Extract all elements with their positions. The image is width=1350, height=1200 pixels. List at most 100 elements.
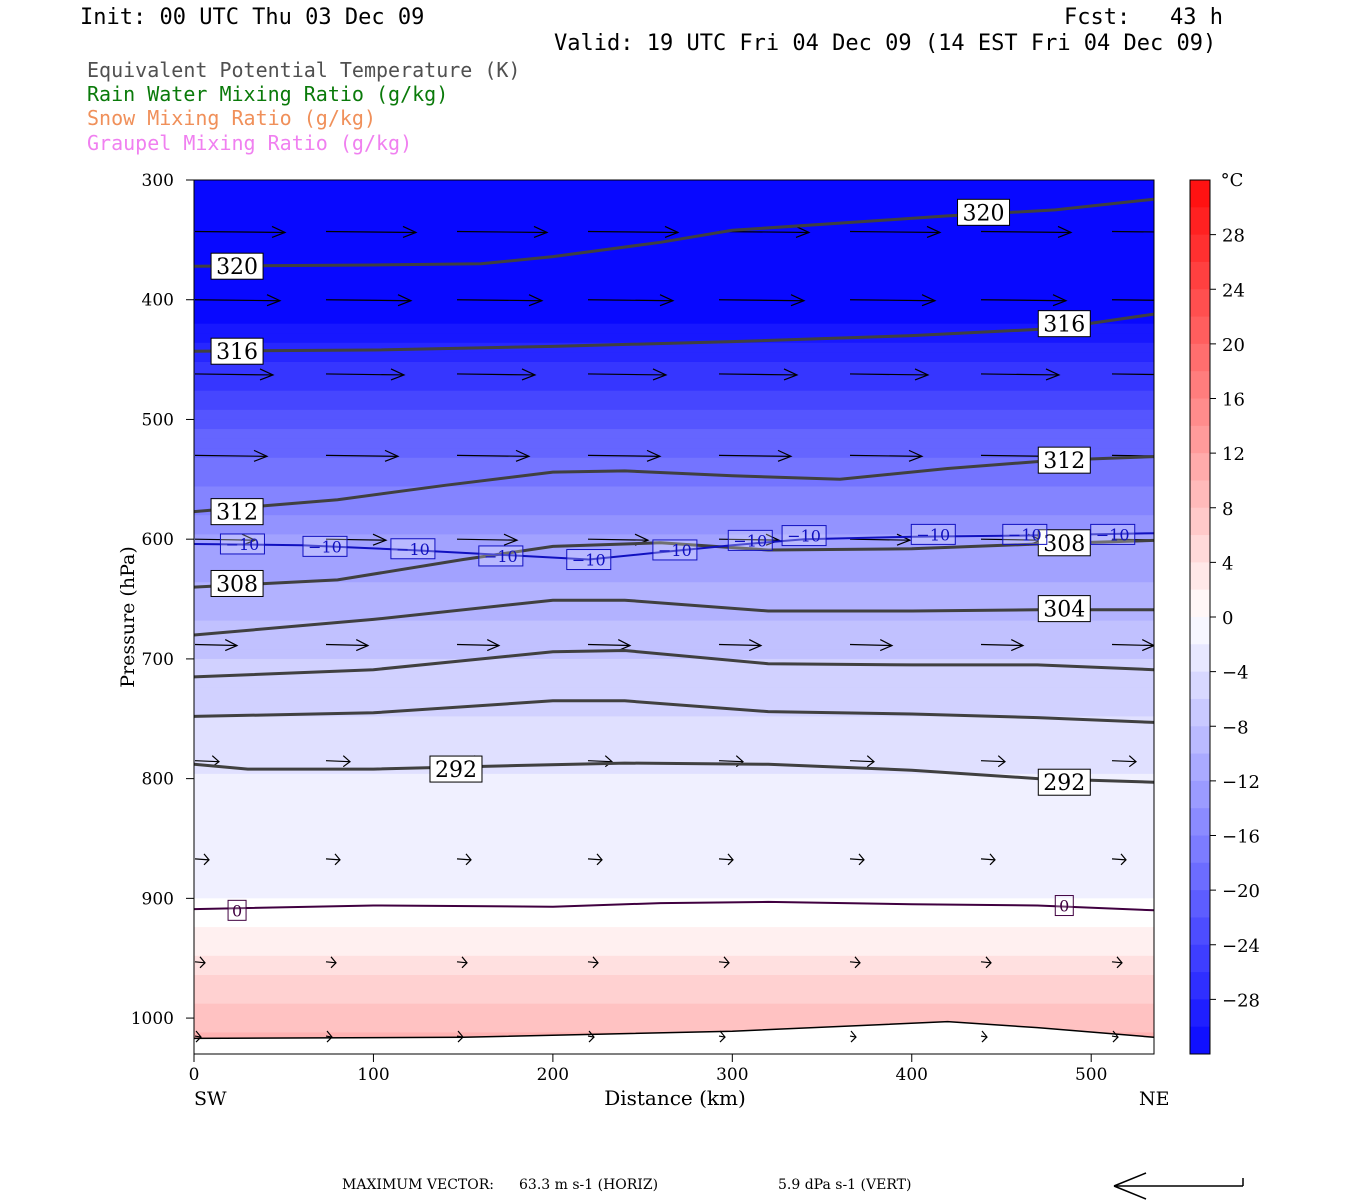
colorbar-tick-label: 24 bbox=[1222, 280, 1245, 301]
isotherm-label: −10 bbox=[226, 535, 260, 554]
x-axis-label: Distance (km) bbox=[604, 1086, 746, 1110]
temperature-band bbox=[194, 946, 1154, 957]
wind-vector-head bbox=[397, 294, 413, 307]
wind-vector-head bbox=[646, 449, 662, 462]
wind-vector-head bbox=[652, 368, 668, 381]
temperature-band bbox=[194, 323, 1154, 335]
temperature-band bbox=[194, 658, 1154, 670]
wind-vector-head bbox=[355, 639, 370, 652]
isotherm-label: −10 bbox=[1008, 525, 1042, 544]
temperature-band bbox=[194, 783, 1154, 794]
isotherm-label: 0 bbox=[1059, 897, 1069, 916]
theta-e-label-box bbox=[1037, 595, 1091, 623]
wind-vector bbox=[1111, 643, 1154, 647]
colorbar-swatch bbox=[1190, 698, 1210, 727]
wind-vector bbox=[325, 858, 341, 861]
wind-vector bbox=[587, 858, 603, 861]
colorbar-tick-label: −12 bbox=[1222, 772, 1260, 793]
temperature-band bbox=[194, 505, 1154, 517]
temperature-band bbox=[194, 553, 1154, 565]
temperature-band bbox=[194, 773, 1154, 785]
temperature-band bbox=[194, 965, 1154, 976]
legend-rain-water: Rain Water Mixing Ratio (g/kg) bbox=[87, 82, 449, 106]
colorbar-swatch bbox=[1190, 944, 1210, 973]
theta-e-label: 292 bbox=[1043, 771, 1085, 796]
theta-e-label: 312 bbox=[1043, 449, 1085, 474]
temperature-band bbox=[194, 199, 1154, 210]
y-tick-label: 400 bbox=[142, 291, 174, 311]
theta-e-label-box bbox=[429, 755, 483, 783]
colorbar-swatch bbox=[1190, 644, 1210, 673]
colorbar-swatch bbox=[1190, 289, 1210, 318]
wind-vector bbox=[849, 961, 861, 964]
wind-vector-head bbox=[515, 449, 531, 462]
theta-e-label-box bbox=[210, 569, 264, 597]
temperature-band bbox=[194, 927, 1154, 938]
colorbar-tick-label: 12 bbox=[1222, 444, 1245, 465]
wind-vector bbox=[325, 1035, 333, 1038]
wind-vector-head bbox=[723, 956, 730, 969]
wind-vector-head bbox=[604, 755, 613, 768]
wind-vector bbox=[980, 643, 1024, 647]
temperature-band bbox=[194, 390, 1154, 402]
isotherm--10 bbox=[194, 532, 1154, 561]
wind-vector-head bbox=[1116, 956, 1123, 969]
isotherm-label-box bbox=[727, 529, 773, 551]
isotherm-label: 0 bbox=[232, 901, 242, 920]
wind-vector bbox=[587, 373, 667, 376]
wind-vector bbox=[587, 230, 679, 234]
colorbar-swatch bbox=[1190, 999, 1210, 1028]
wind-vector bbox=[849, 1035, 857, 1038]
wind-vector bbox=[194, 961, 206, 964]
wind-vector-head bbox=[617, 639, 632, 652]
isotherm-label-box bbox=[390, 538, 436, 560]
wind-vector-head bbox=[795, 225, 811, 239]
wind-vector bbox=[849, 373, 929, 376]
wind-vector bbox=[194, 1035, 202, 1038]
x-right-direction: NE bbox=[1139, 1088, 1170, 1110]
wind-vector bbox=[718, 373, 798, 376]
wind-vector-head bbox=[521, 368, 537, 381]
temperature-band bbox=[194, 888, 1154, 900]
temperature-band bbox=[194, 955, 1154, 967]
theta-e-contour-296 bbox=[194, 699, 1154, 724]
wind-vector bbox=[325, 961, 337, 964]
isotherm-label: −10 bbox=[396, 540, 430, 559]
theta-e-contour-300 bbox=[194, 648, 1154, 679]
temperature-band bbox=[194, 543, 1154, 555]
temperature-band bbox=[194, 821, 1154, 833]
temperature-band bbox=[194, 984, 1154, 996]
wind-vector-head bbox=[592, 956, 599, 969]
wind-vector-head bbox=[528, 294, 544, 307]
legend-graupel: Graupel Mixing Ratio (g/kg) bbox=[87, 131, 413, 155]
temperature-band bbox=[194, 409, 1154, 421]
temperature-band bbox=[194, 725, 1154, 737]
temperature-band bbox=[194, 515, 1154, 526]
wind-vector-head bbox=[981, 1030, 988, 1043]
wind-vector bbox=[456, 538, 518, 541]
legend-theta-e: Equivalent Potential Temperature (K) bbox=[87, 58, 521, 82]
wind-vector-head bbox=[465, 853, 472, 866]
temperature-band bbox=[194, 496, 1154, 507]
theta-e-label-box bbox=[210, 252, 264, 280]
max-vector-label: MAXIMUM VECTOR: bbox=[342, 1177, 494, 1193]
colorbar-tick-label: −16 bbox=[1222, 827, 1260, 848]
wind-vector bbox=[1111, 961, 1123, 964]
colorbar-swatch bbox=[1190, 917, 1210, 946]
wind-vector-head bbox=[503, 533, 519, 546]
wind-vector bbox=[587, 643, 631, 647]
isotherm-label: −10 bbox=[787, 527, 821, 546]
temperature-band bbox=[194, 869, 1154, 881]
temperature-band bbox=[194, 275, 1154, 287]
theta-e-label-box bbox=[1037, 446, 1091, 474]
temperature-band bbox=[194, 524, 1154, 536]
wind-vector-head bbox=[402, 225, 418, 239]
theta-e-label: 320 bbox=[216, 255, 258, 280]
wind-vector bbox=[456, 1035, 464, 1038]
theta-e-label: 316 bbox=[216, 340, 258, 365]
wind-vector-head bbox=[1171, 450, 1184, 461]
wind-vector-head bbox=[727, 853, 734, 866]
colorbar-swatch bbox=[1190, 617, 1210, 645]
colorbar-tick-label: −20 bbox=[1222, 881, 1260, 902]
colorbar-tick-label: −8 bbox=[1222, 717, 1249, 738]
